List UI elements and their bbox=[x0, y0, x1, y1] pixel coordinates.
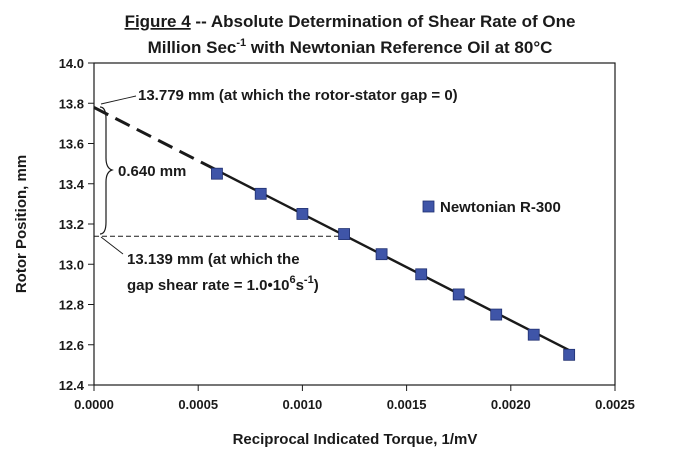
annotation-top-leader bbox=[100, 95, 137, 105]
axis-ticks: 0.0000 0.0005 0.0010 0.0015 0.0020 0.0025 12.4… bbox=[59, 56, 635, 412]
fit-line-solid bbox=[216, 169, 570, 352]
y-tick-label: 13.4 bbox=[59, 177, 85, 192]
x-tick-label: 0.0005 bbox=[178, 397, 218, 412]
x-tick-label: 0.0015 bbox=[387, 397, 427, 412]
y-tick-label: 13.8 bbox=[59, 96, 84, 111]
data-point bbox=[254, 187, 267, 200]
svg-text:Million Sec-1 with Newtonian R: Million Sec-1 with Newtonian Reference O… bbox=[148, 37, 553, 57]
x-tick-label: 0.0000 bbox=[74, 397, 114, 412]
x-tick-label: 0.0020 bbox=[491, 397, 531, 412]
data-points bbox=[211, 167, 576, 361]
y-tick-label: 12.8 bbox=[59, 298, 84, 313]
y-tick-label: 13.0 bbox=[59, 257, 84, 272]
x-tick-label: 0.0010 bbox=[283, 397, 323, 412]
data-point bbox=[490, 308, 503, 321]
annotation-bottom-line1: 13.139 mm (at which the bbox=[127, 251, 300, 268]
legend-label: Newtonian R-300 bbox=[440, 199, 561, 216]
title-line1: -- Absolute Determination of Shear Rate … bbox=[191, 12, 576, 31]
chart-title: Figure 4 -- Absolute Determination of Sh… bbox=[125, 12, 576, 57]
x-axis-label: Reciprocal Indicated Torque, 1/mV bbox=[233, 431, 478, 448]
annotations: 13.779 mm (at which the rotor-stator gap… bbox=[99, 87, 458, 294]
fit-line-extrapolated bbox=[93, 106, 218, 172]
svg-text:Figure 4 -- Absolute Determina: Figure 4 -- Absolute Determination of Sh… bbox=[125, 12, 576, 31]
title-line2-rest: with Newtonian Reference Oil at 80°C bbox=[246, 38, 552, 57]
data-point bbox=[211, 167, 223, 180]
title-superscript: -1 bbox=[236, 37, 246, 49]
y-tick-label: 12.4 bbox=[59, 378, 85, 393]
legend-marker bbox=[422, 200, 435, 213]
gap-brace bbox=[99, 106, 114, 235]
data-point bbox=[338, 228, 350, 240]
data-point bbox=[415, 268, 428, 281]
fit-line bbox=[93, 106, 570, 352]
annotation-top: 13.779 mm (at which the rotor-stator gap… bbox=[138, 87, 458, 104]
y-tick-label: 13.2 bbox=[59, 217, 84, 232]
legend: Newtonian R-300 bbox=[422, 199, 561, 216]
annotation-bottom-leader bbox=[100, 236, 124, 255]
annotation-gap: 0.640 mm bbox=[118, 163, 186, 180]
y-tick-label: 13.6 bbox=[59, 137, 84, 152]
data-point bbox=[527, 328, 540, 341]
data-point bbox=[452, 288, 465, 301]
figure-label: Figure 4 bbox=[125, 12, 192, 31]
annotation-bottom-line2: gap shear rate = 1.0•106s-1) bbox=[127, 274, 319, 294]
y-tick-label: 14.0 bbox=[59, 56, 84, 71]
data-point bbox=[296, 208, 309, 220]
data-point bbox=[563, 348, 576, 361]
x-tick-label: 0.0025 bbox=[595, 397, 635, 412]
y-axis-label: Rotor Position, mm bbox=[13, 155, 30, 293]
y-tick-label: 12.6 bbox=[59, 338, 84, 353]
title-line2: Million Sec bbox=[148, 38, 237, 57]
data-point bbox=[375, 248, 388, 261]
